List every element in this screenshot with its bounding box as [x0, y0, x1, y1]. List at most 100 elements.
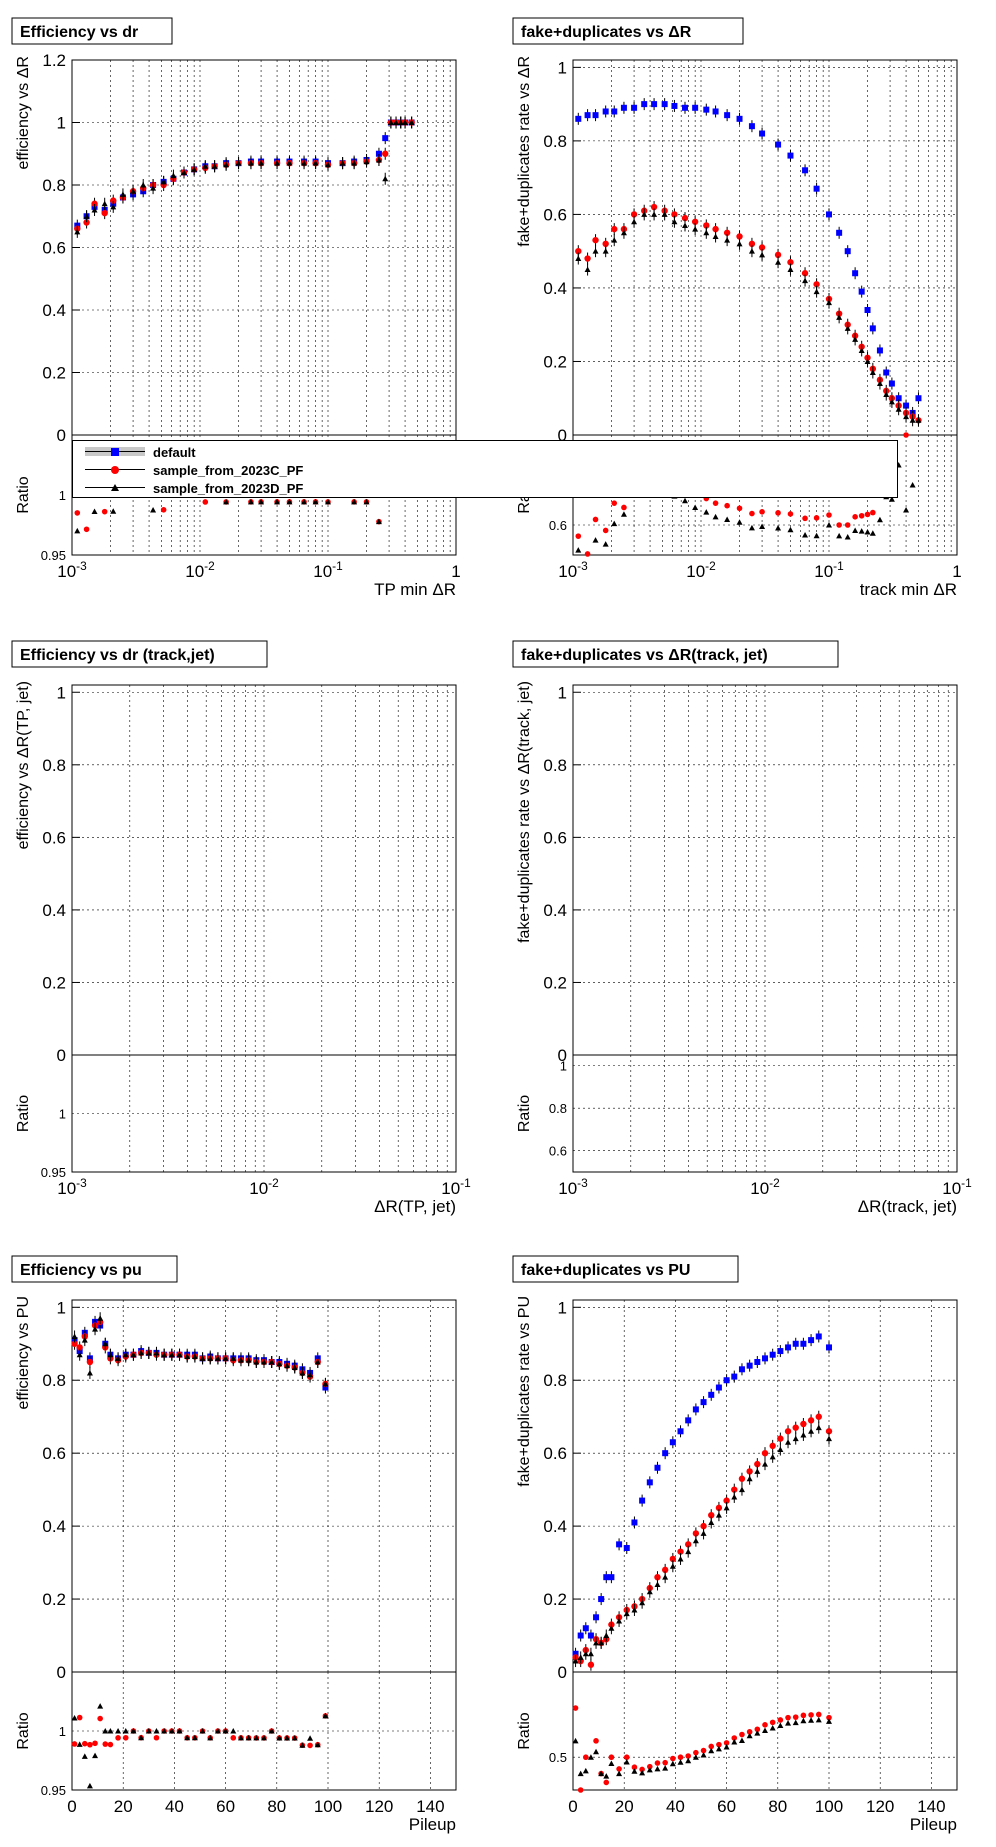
data-point: [692, 1406, 699, 1413]
ratio-point: [286, 498, 293, 505]
data-point: [160, 178, 167, 185]
data-point: [616, 1617, 623, 1624]
data-point: [253, 1359, 260, 1365]
ratio-point: [815, 1716, 822, 1723]
ratio-point: [623, 1754, 630, 1761]
data-point: [602, 240, 609, 248]
legend-marker-2023c: [85, 461, 145, 479]
data-point: [641, 211, 648, 217]
data-point: [237, 1357, 244, 1363]
data-point: [723, 229, 731, 236]
ratio-point: [731, 1735, 738, 1741]
ratio-point: [869, 530, 876, 536]
y-tick-label: 0.2: [543, 352, 567, 371]
legend-label-default: default: [153, 444, 196, 460]
x-tick-label: 100: [314, 1797, 342, 1816]
y-tick-label: 1.2: [42, 51, 66, 70]
y-tick-label: 0.6: [543, 828, 567, 847]
ratio-point: [708, 1743, 715, 1750]
y-tick-label: 0.4: [42, 901, 66, 920]
ratio-y-tick-label: 1: [59, 1724, 66, 1739]
data-point: [646, 1588, 653, 1595]
chart-title-box: [11, 1255, 178, 1283]
ratio-point: [715, 1745, 722, 1752]
data-point: [654, 1464, 661, 1471]
data-point: [639, 1599, 646, 1606]
ratio-point: [245, 1734, 252, 1741]
ratio-point: [670, 1755, 676, 1762]
ratio-point: [608, 1760, 615, 1767]
ratio-point: [724, 516, 731, 522]
data-point: [199, 1355, 206, 1361]
ratio-point: [864, 529, 871, 535]
data-point: [800, 1431, 807, 1438]
data-point: [86, 1358, 94, 1366]
data-point: [393, 119, 400, 125]
x-tick-label: 10-3: [57, 559, 87, 581]
ratio-point: [150, 507, 157, 513]
series-sample_from_2023C_PF: [71, 1315, 329, 1749]
x-axis-title: track min ΔR: [860, 580, 957, 599]
series-sample_from_2023D_PF: [572, 1421, 832, 1779]
data-point: [784, 1428, 792, 1435]
ratio-point: [815, 1711, 822, 1718]
ratio-point: [587, 1754, 594, 1760]
data-point: [572, 1658, 579, 1664]
data-point: [639, 1497, 646, 1504]
data-point: [800, 1340, 807, 1347]
ratio-point: [703, 509, 710, 515]
ratio-point: [214, 1728, 221, 1734]
data-point: [92, 1326, 99, 1332]
ratio-point: [602, 527, 609, 534]
data-point: [754, 1468, 761, 1474]
ratio-point: [692, 504, 699, 510]
ratio-point: [102, 1741, 109, 1747]
data-point: [631, 1519, 638, 1526]
data-point: [775, 259, 782, 265]
data-point: [703, 222, 710, 229]
data-point: [268, 1359, 275, 1365]
x-tick-label: 0: [67, 1797, 76, 1816]
data-point: [692, 1530, 700, 1537]
ratio-point: [769, 1719, 776, 1726]
y-tick-label: 0.4: [543, 901, 567, 920]
data-point: [575, 255, 582, 262]
data-point: [312, 160, 319, 166]
data-point: [723, 1504, 730, 1511]
data-point: [826, 1435, 832, 1442]
ratio-point: [592, 537, 599, 543]
y-tick-label: 0: [558, 426, 567, 445]
ratio-point: [97, 1715, 103, 1722]
x-axis-title: ΔR(track, jet): [858, 1197, 957, 1216]
legend-entry-default: default: [73, 443, 196, 461]
data-point: [671, 211, 678, 218]
data-point: [715, 1512, 722, 1518]
ratio-point: [762, 1727, 768, 1734]
data-point: [274, 160, 281, 166]
data-point: [582, 1625, 589, 1632]
data-point: [651, 211, 658, 217]
data-point: [153, 1349, 160, 1356]
data-point: [682, 104, 689, 111]
chart-title: fake+duplicates vs ΔR: [521, 24, 692, 41]
data-point: [325, 161, 331, 168]
ratio-point: [876, 516, 883, 523]
data-point: [671, 218, 678, 225]
ratio-point: [184, 1734, 191, 1741]
data-point: [669, 1555, 677, 1563]
data-point: [762, 1461, 768, 1467]
data-point: [677, 1428, 684, 1435]
data-point: [577, 1654, 584, 1660]
y-axis-title: fake+duplicates rate vs ΔR: [516, 56, 533, 247]
y-tick-label: 1: [57, 683, 66, 702]
ratio-point: [76, 1741, 83, 1747]
ratio-point: [253, 1734, 260, 1741]
data-point: [592, 112, 599, 119]
ratio-point: [813, 532, 820, 539]
ratio-point: [107, 1728, 114, 1734]
ratio-point: [777, 1722, 784, 1729]
x-tick-label: 120: [365, 1797, 393, 1816]
data-point: [876, 347, 883, 354]
data-point: [662, 1574, 669, 1580]
ratio-point: [808, 1712, 814, 1718]
